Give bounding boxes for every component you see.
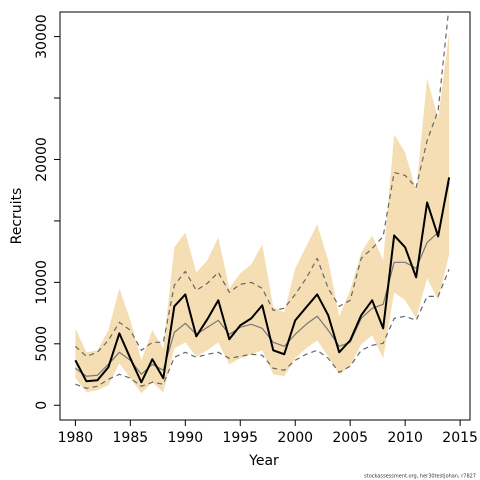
thick-line: [74, 177, 451, 384]
dashed-line: [75, 269, 450, 389]
y-tick-label: 10000: [34, 260, 50, 305]
y-tick-label: 30000: [34, 14, 50, 59]
dashed-line: [74, 12, 450, 357]
y-tick-label: 0: [34, 401, 50, 410]
footnote: stockassessment.org, her30testjohan, r78…: [364, 474, 476, 480]
x-tick-label: 2010: [387, 430, 423, 446]
y-tick-label: 5000: [34, 326, 50, 362]
plot-area: [74, 12, 451, 394]
x-tick-label: 1995: [222, 430, 258, 446]
x-tick-label: 2015: [442, 430, 478, 446]
x-tick-label: 1990: [167, 430, 203, 446]
x-tick-label: 2005: [332, 430, 368, 446]
y-axis-label: Recruits: [9, 188, 25, 245]
y-tick-label: 20000: [34, 137, 50, 182]
x-tick-label: 2000: [277, 430, 313, 446]
x-tick-label: 1985: [113, 430, 149, 446]
confidence-band: [75, 32, 450, 394]
x-tick-label: 1980: [58, 430, 94, 446]
x-axis-label: Year: [248, 453, 279, 469]
plot-frame: [59, 11, 471, 421]
